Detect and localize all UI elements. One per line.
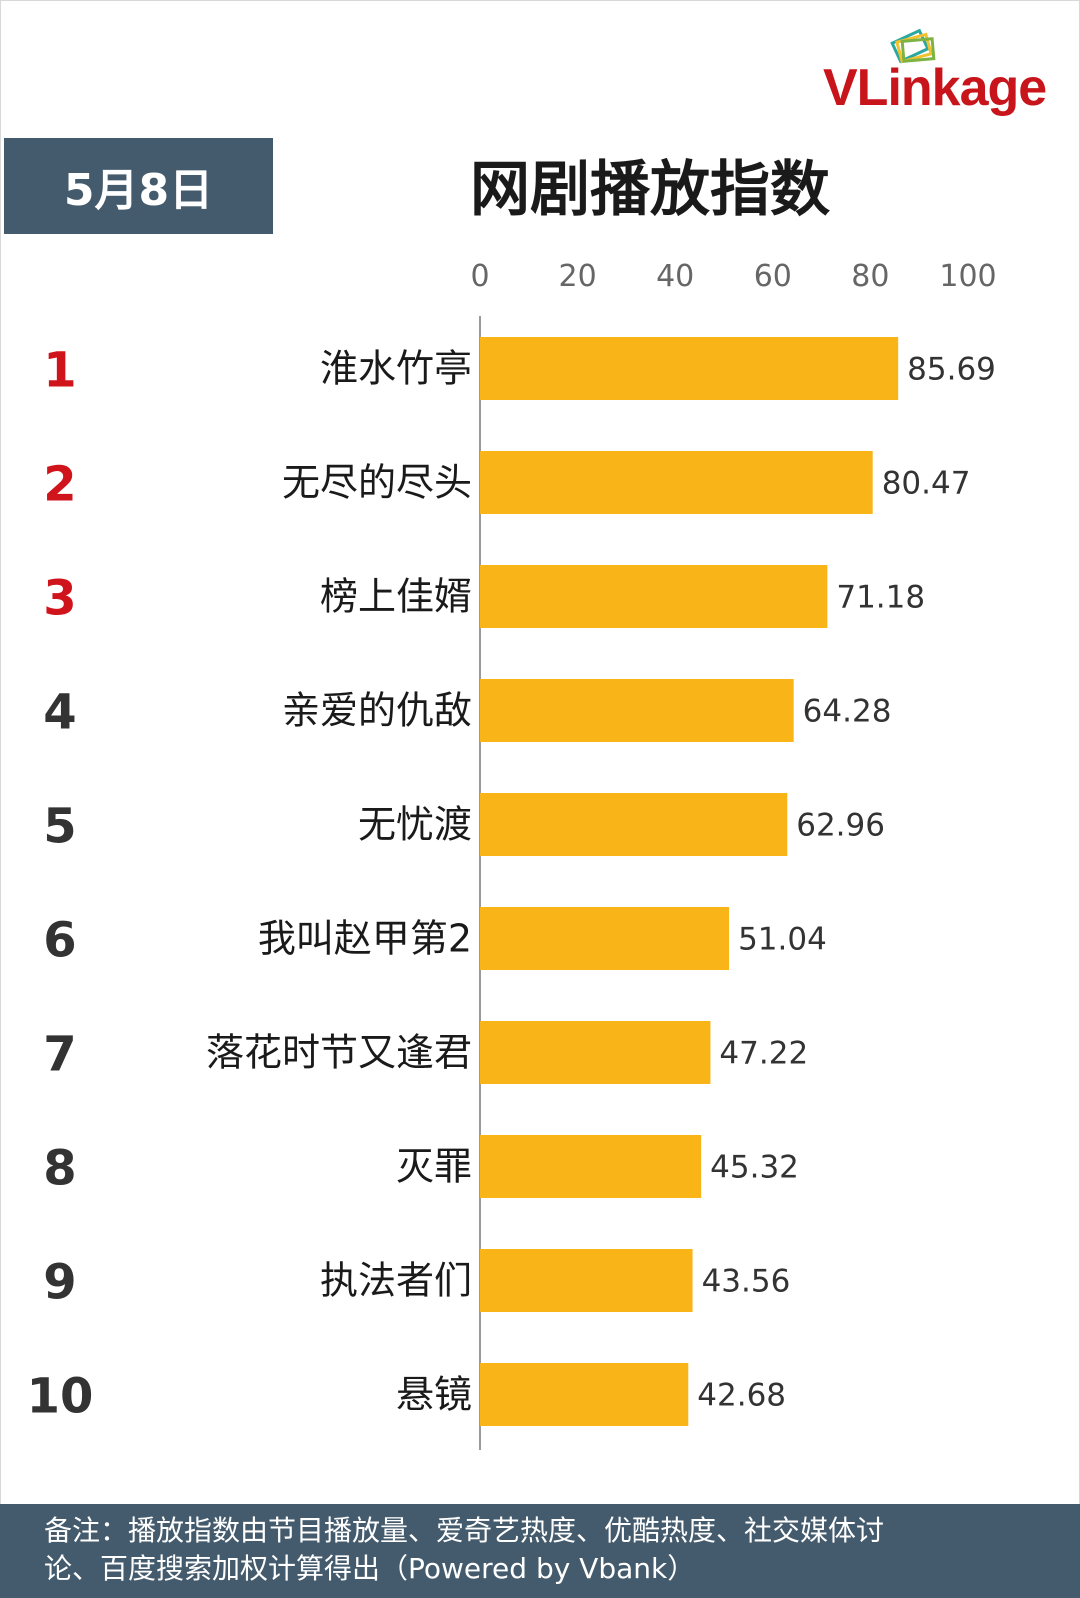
category-label: 悬镜 [396,1373,472,1417]
bar [480,793,788,856]
value-label: 47.22 [719,1036,808,1072]
category-label: 淮水竹亭 [320,347,472,391]
rank-number: 4 [43,685,76,741]
bar [480,1363,689,1426]
footnote: 备注：播放指数由节目播放量、爱奇艺热度、优酷热度、社交媒体讨 论、百度搜索加权计… [0,1504,1080,1598]
rank-number: 10 [27,1369,94,1425]
chart-title: 网剧播放指数 [470,155,830,225]
rank-number: 1 [43,343,76,399]
value-label: 85.69 [907,352,996,388]
rank-number: 6 [43,913,76,969]
category-label: 灭罪 [396,1145,472,1189]
bar [480,451,873,514]
value-label: 45.32 [710,1150,799,1186]
bar [480,907,730,970]
bar [480,679,794,742]
category-label: 无尽的尽头 [282,461,472,505]
vlinkage-logo: VLinkage [823,28,1073,120]
bar [480,1135,702,1198]
rank-number: 7 [43,1027,76,1083]
rank-number: 2 [43,457,76,513]
bar [480,565,828,628]
stacked-frames-icon [890,28,936,64]
x-tick-label: 20 [559,259,597,294]
brand-name: VLinkage [823,59,1047,117]
value-label: 62.96 [796,808,885,844]
value-label: 42.68 [697,1378,786,1414]
category-label: 榜上佳婿 [320,575,472,619]
value-label: 43.56 [702,1264,791,1300]
footnote-line-2: 论、百度搜索加权计算得出（Powered by Vbank） [44,1552,696,1585]
x-tick-label: 100 [939,259,996,294]
rank-number: 5 [43,799,76,855]
footnote-line-1: 备注：播放指数由节目播放量、爱奇艺热度、优酷热度、社交媒体讨 [44,1514,885,1547]
rank-number: 3 [43,571,76,627]
x-tick-label: 60 [754,259,792,294]
category-label: 亲爱的仇敌 [282,689,472,733]
x-tick-label: 40 [656,259,694,294]
value-label: 51.04 [738,922,827,958]
category-label: 执法者们 [320,1259,472,1303]
category-label: 落花时节又逢君 [206,1031,472,1075]
bar [480,337,899,400]
x-tick-label: 0 [470,259,489,294]
category-label: 我叫赵甲第2 [258,917,472,961]
rank-number: 9 [43,1255,76,1311]
value-label: 71.18 [836,580,925,616]
date-badge: 5月8日 [4,138,273,234]
value-label: 80.47 [882,466,971,502]
rank-number: 8 [43,1141,76,1197]
category-label: 无忧渡 [358,803,472,847]
x-tick-label: 80 [851,259,889,294]
value-label: 64.28 [803,694,892,730]
bar [480,1021,711,1084]
bar [480,1249,693,1312]
